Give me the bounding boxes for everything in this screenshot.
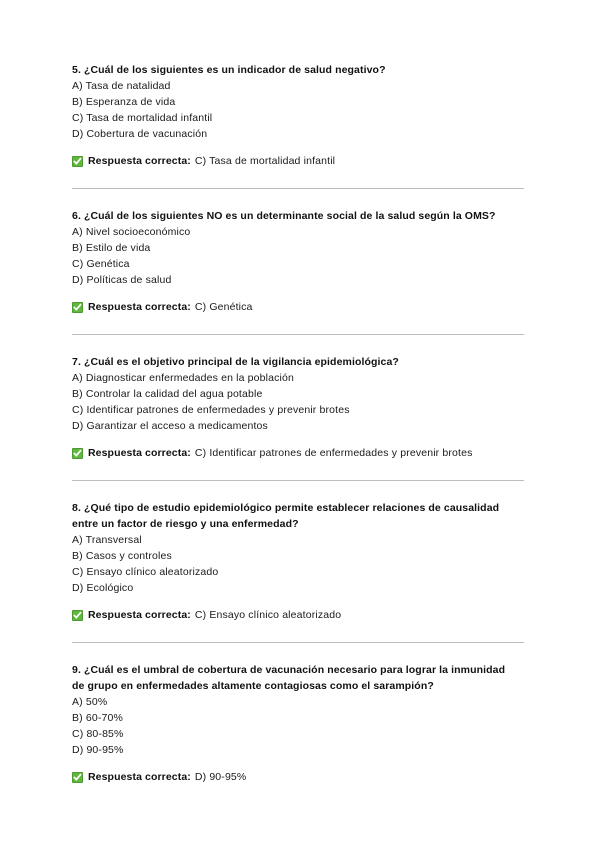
option-item: D) Cobertura de vacunación bbox=[72, 128, 208, 140]
question-stem: 8. ¿Qué tipo de estudio epidemiológico p… bbox=[72, 500, 524, 532]
question-stem-line: entre un factor de riesgo y una enfermed… bbox=[72, 518, 299, 530]
question-block: 8. ¿Qué tipo de estudio epidemiológico p… bbox=[72, 500, 526, 623]
option-list: A) Nivel socioeconómico B) Estilo de vida… bbox=[72, 224, 526, 288]
option-item: B) Casos y controles bbox=[72, 550, 172, 562]
question-stem-line: 9. ¿Cuál es el umbral de cobertura de va… bbox=[72, 664, 506, 676]
check-mark-green-icon bbox=[72, 155, 83, 167]
question-stem-line: 7. ¿Cuál es el objetivo principal de la … bbox=[72, 356, 399, 368]
answer-text: C) Tasa de mortalidad infantil bbox=[194, 155, 336, 167]
question-list: 5. ¿Cuál de los siguientes es un indicad… bbox=[72, 62, 526, 785]
question-stem-line: 8. ¿Qué tipo de estudio epidemiológico p… bbox=[72, 502, 500, 514]
option-item: D) 90-95% bbox=[72, 744, 124, 756]
question-stem-line: 6. ¿Cuál de los siguientes NO es un dete… bbox=[72, 210, 496, 222]
answer-label: Respuesta correcta: bbox=[88, 155, 191, 167]
answer-label: Respuesta correcta: bbox=[88, 609, 191, 621]
option-item: C) 80-85% bbox=[72, 728, 124, 740]
correct-answer-row: Respuesta correcta: C) Identificar patron… bbox=[72, 445, 526, 461]
check-mark-green-icon bbox=[72, 447, 83, 459]
option-item: A) Nivel socioeconómico bbox=[72, 226, 191, 238]
section-divider bbox=[72, 188, 524, 189]
option-item: A) 50% bbox=[72, 696, 108, 708]
question-stem-line: 5. ¿Cuál de los siguientes es un indicad… bbox=[72, 64, 386, 76]
correct-answer-row: Respuesta correcta: D) 90-95% bbox=[72, 769, 526, 785]
option-item: B) 60-70% bbox=[72, 712, 123, 724]
answer-text: C) Ensayo clínico aleatorizado bbox=[194, 609, 342, 621]
option-list: A) 50% B) 60-70% C) 80-85% D) 90-95% bbox=[72, 694, 526, 758]
answer-text: C) Identificar patrones de enfermedades … bbox=[194, 447, 473, 459]
question-stem: 6. ¿Cuál de los siguientes NO es un dete… bbox=[72, 208, 524, 224]
option-item: B) Controlar la calidad del agua potable bbox=[72, 388, 263, 400]
answer-text: D) 90-95% bbox=[194, 771, 247, 783]
correct-answer-row: Respuesta correcta: C) Genética bbox=[72, 299, 526, 315]
correct-answer-row: Respuesta correcta: C) Ensayo clínico ale… bbox=[72, 607, 526, 623]
option-item: C) Genética bbox=[72, 258, 130, 270]
option-item: C) Identificar patrones de enfermedades … bbox=[72, 404, 350, 416]
question-block: 9. ¿Cuál es el umbral de cobertura de va… bbox=[72, 662, 526, 785]
check-mark-green-icon bbox=[72, 301, 83, 313]
section-divider bbox=[72, 480, 524, 481]
question-block: 6. ¿Cuál de los siguientes NO es un dete… bbox=[72, 208, 526, 315]
answer-label: Respuesta correcta: bbox=[88, 771, 191, 783]
question-block: 7. ¿Cuál es el objetivo principal de la … bbox=[72, 354, 526, 461]
check-mark-green-icon bbox=[72, 609, 83, 621]
option-item: A) Diagnosticar enfermedades en la pobla… bbox=[72, 372, 294, 384]
option-item: D) Garantizar el acceso a medicamentos bbox=[72, 420, 268, 432]
check-mark-green-icon bbox=[72, 771, 83, 783]
answer-label: Respuesta correcta: bbox=[88, 447, 191, 459]
option-item: A) Tasa de natalidad bbox=[72, 80, 171, 92]
option-item: C) Ensayo clínico aleatorizado bbox=[72, 566, 219, 578]
option-item: D) Políticas de salud bbox=[72, 274, 172, 286]
section-divider bbox=[72, 334, 524, 335]
option-item: D) Ecológico bbox=[72, 582, 134, 594]
option-list: A) Transversal B) Casos y controles C) Ens… bbox=[72, 532, 526, 596]
option-list: A) Diagnosticar enfermedades en la pobla… bbox=[72, 370, 526, 434]
question-stem: 5. ¿Cuál de los siguientes es un indicad… bbox=[72, 62, 524, 78]
option-item: B) Esperanza de vida bbox=[72, 96, 176, 108]
answer-text: C) Genética bbox=[194, 301, 253, 313]
question-stem: 7. ¿Cuál es el objetivo principal de la … bbox=[72, 354, 524, 370]
section-divider bbox=[72, 642, 524, 643]
question-stem: 9. ¿Cuál es el umbral de cobertura de va… bbox=[72, 662, 524, 694]
question-block: 5. ¿Cuál de los siguientes es un indicad… bbox=[72, 62, 526, 169]
question-stem-line: de grupo en enfermedades altamente conta… bbox=[72, 680, 434, 692]
option-list: A) Tasa de natalidad B) Esperanza de vida… bbox=[72, 78, 526, 142]
option-item: A) Transversal bbox=[72, 534, 142, 546]
option-item: C) Tasa de mortalidad infantil bbox=[72, 112, 213, 124]
option-item: B) Estilo de vida bbox=[72, 242, 151, 254]
answer-label: Respuesta correcta: bbox=[88, 301, 191, 313]
correct-answer-row: Respuesta correcta: C) Tasa de mortalidad… bbox=[72, 153, 526, 169]
